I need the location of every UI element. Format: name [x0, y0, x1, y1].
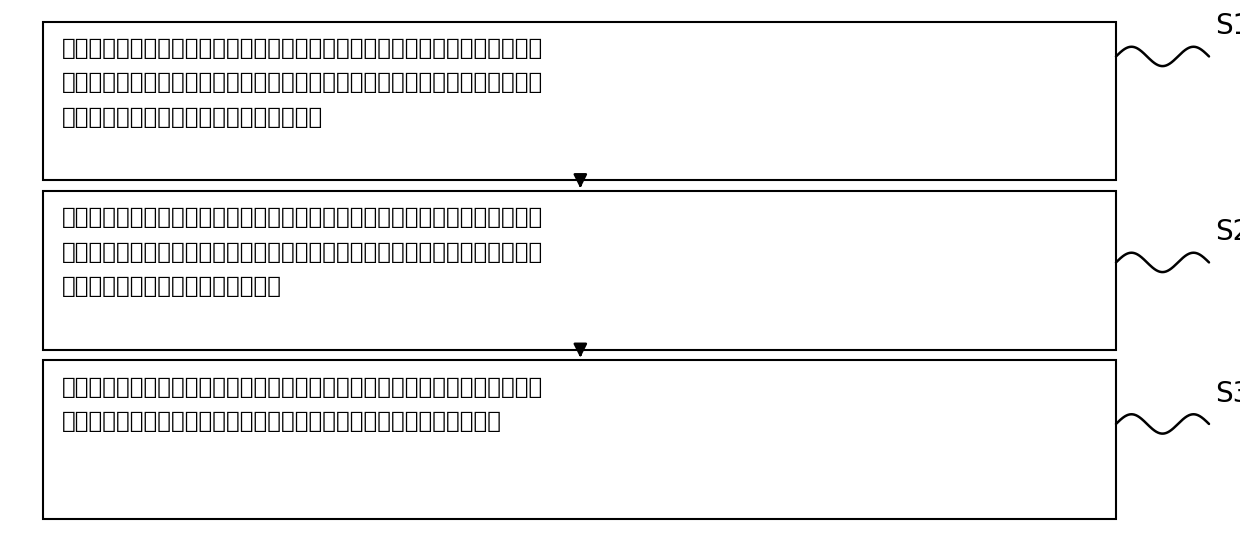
Text: S2: S2 [1215, 218, 1240, 246]
Text: S1: S1 [1215, 12, 1240, 40]
FancyBboxPatch shape [43, 191, 1116, 350]
Text: S3: S3 [1215, 380, 1240, 408]
FancyBboxPatch shape [43, 360, 1116, 519]
Text: 采集舌象异常症状的数据，按照不同地区、年龄、健康或亚健康人群的舌象和体
质健康状况，对采集的舌象数据进行专业的舌象评判，通过一致评审的方法构建
中医舌诊的知识平: 采集舌象异常症状的数据，按照不同地区、年龄、健康或亚健康人群的舌象和体 质健康状… [62, 37, 543, 129]
Text: 利用细粒度图像分类算法和人工神经网络算法，提取输入人体舌象图像的异常症
状特征，利用人体舌象图像所具有的异常症状特征映射到神经网络进行图像识别
分类，得到人体舌: 利用细粒度图像分类算法和人工神经网络算法，提取输入人体舌象图像的异常症 状特征，… [62, 206, 543, 299]
Text: 将人体舌象图像的分类结果输入中医舌诊的知识平台以及专家辅助诊断系统，得
到不同地区、年龄、健康或亚健康人群和体质健康状况与舌象关联的知识: 将人体舌象图像的分类结果输入中医舌诊的知识平台以及专家辅助诊断系统，得 到不同地… [62, 376, 543, 433]
FancyBboxPatch shape [43, 22, 1116, 180]
